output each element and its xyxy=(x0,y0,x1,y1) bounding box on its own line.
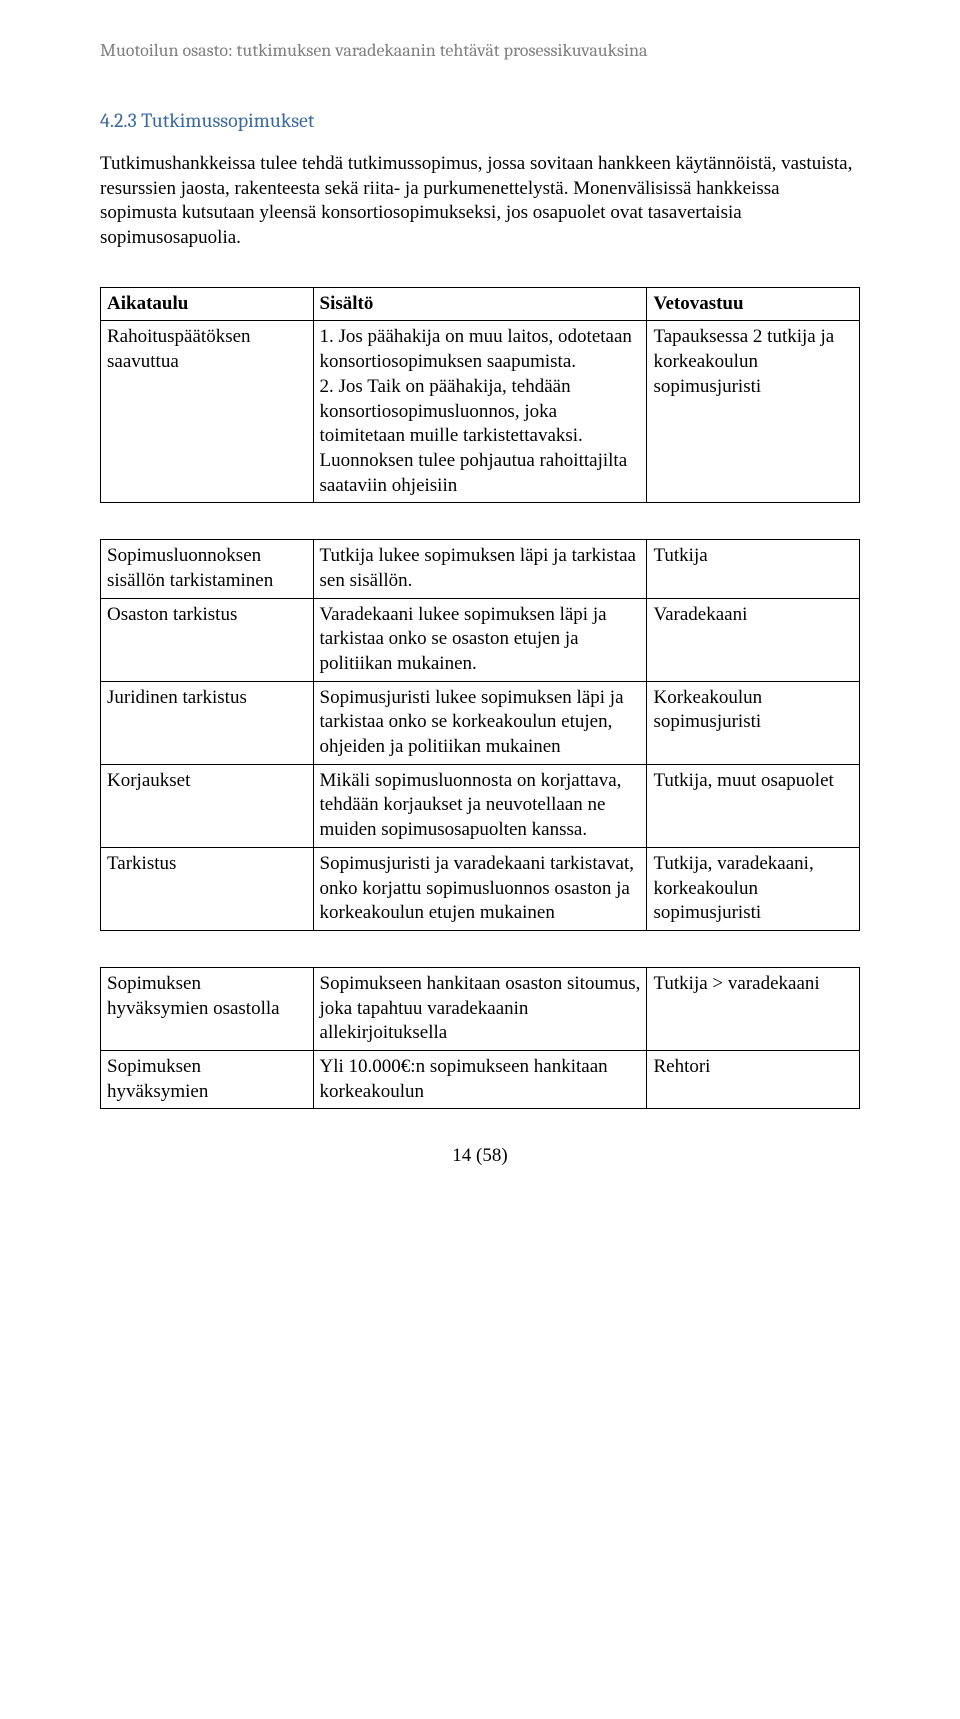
table-cell: Sopimusjuristi ja varadekaani tarkistava… xyxy=(313,847,647,930)
table-cell: Mikäli sopimusluonnosta on korjattava, t… xyxy=(313,764,647,847)
table-header-row: Aikataulu Sisältö Vetovastuu xyxy=(101,287,860,321)
table-cell: Tutkija, varadekaani, korkeakoulun sopim… xyxy=(647,847,860,930)
table-3: Sopimuksen hyväksymien osastolla Sopimuk… xyxy=(100,967,860,1109)
table-cell: Sopimusjuristi lukee sopimuksen läpi ja … xyxy=(313,681,647,764)
section-heading: 4.2.3 Tutkimussopimukset xyxy=(100,109,860,132)
table-cell: 1. Jos päähakija on muu laitos, odotetaa… xyxy=(313,321,647,503)
table-row: Sopimusluonnoksen sisällön tarkistaminen… xyxy=(101,540,860,598)
table-row: Korjaukset Mikäli sopimusluonnosta on ko… xyxy=(101,764,860,847)
table-cell: Yli 10.000€:n sopimukseen hankitaan kork… xyxy=(313,1050,647,1108)
table-cell: Tapauksessa 2 tutkija ja korkeakoulun so… xyxy=(647,321,860,503)
table-cell: Sopimuksen hyväksymien osastolla xyxy=(101,967,314,1050)
table-cell: Rehtori xyxy=(647,1050,860,1108)
table-cell: Varadekaani lukee sopimuksen läpi ja tar… xyxy=(313,598,647,681)
table-cell: Korjaukset xyxy=(101,764,314,847)
table-cell: Rahoituspäätöksen saavuttua xyxy=(101,321,314,503)
page-header: Muotoilun osasto: tutkimuksen varadekaan… xyxy=(100,40,860,61)
page-number: 14 (58) xyxy=(100,1145,860,1167)
table-cell: Juridinen tarkistus xyxy=(101,681,314,764)
table-cell: Korkeakoulun sopimusjuristi xyxy=(647,681,860,764)
table-1: Aikataulu Sisältö Vetovastuu Rahoituspää… xyxy=(100,287,860,504)
table-2: Sopimusluonnoksen sisällön tarkistaminen… xyxy=(100,539,860,931)
table-header-cell: Vetovastuu xyxy=(647,287,860,321)
table-header-cell: Aikataulu xyxy=(101,287,314,321)
table-cell: Sopimusluonnoksen sisällön tarkistaminen xyxy=(101,540,314,598)
table-cell: Tutkija xyxy=(647,540,860,598)
table-row: Osaston tarkistus Varadekaani lukee sopi… xyxy=(101,598,860,681)
table-row: Rahoituspäätöksen saavuttua 1. Jos pääha… xyxy=(101,321,860,503)
document-page: Muotoilun osasto: tutkimuksen varadekaan… xyxy=(0,0,960,1207)
table-header-cell: Sisältö xyxy=(313,287,647,321)
table-cell: Sopimuksen hyväksymien xyxy=(101,1050,314,1108)
table-row: Juridinen tarkistus Sopimusjuristi lukee… xyxy=(101,681,860,764)
table-cell: Tutkija > varadekaani xyxy=(647,967,860,1050)
intro-paragraph: Tutkimushankkeissa tulee tehdä tutkimuss… xyxy=(100,152,860,251)
table-row: Sopimuksen hyväksymien Yli 10.000€:n sop… xyxy=(101,1050,860,1108)
table-cell: Tutkija, muut osapuolet xyxy=(647,764,860,847)
table-cell: Tutkija lukee sopimuksen läpi ja tarkist… xyxy=(313,540,647,598)
table-row: Tarkistus Sopimusjuristi ja varadekaani … xyxy=(101,847,860,930)
table-row: Sopimuksen hyväksymien osastolla Sopimuk… xyxy=(101,967,860,1050)
table-cell: Osaston tarkistus xyxy=(101,598,314,681)
table-cell: Sopimukseen hankitaan osaston sitoumus, … xyxy=(313,967,647,1050)
table-cell: Varadekaani xyxy=(647,598,860,681)
table-cell: Tarkistus xyxy=(101,847,314,930)
